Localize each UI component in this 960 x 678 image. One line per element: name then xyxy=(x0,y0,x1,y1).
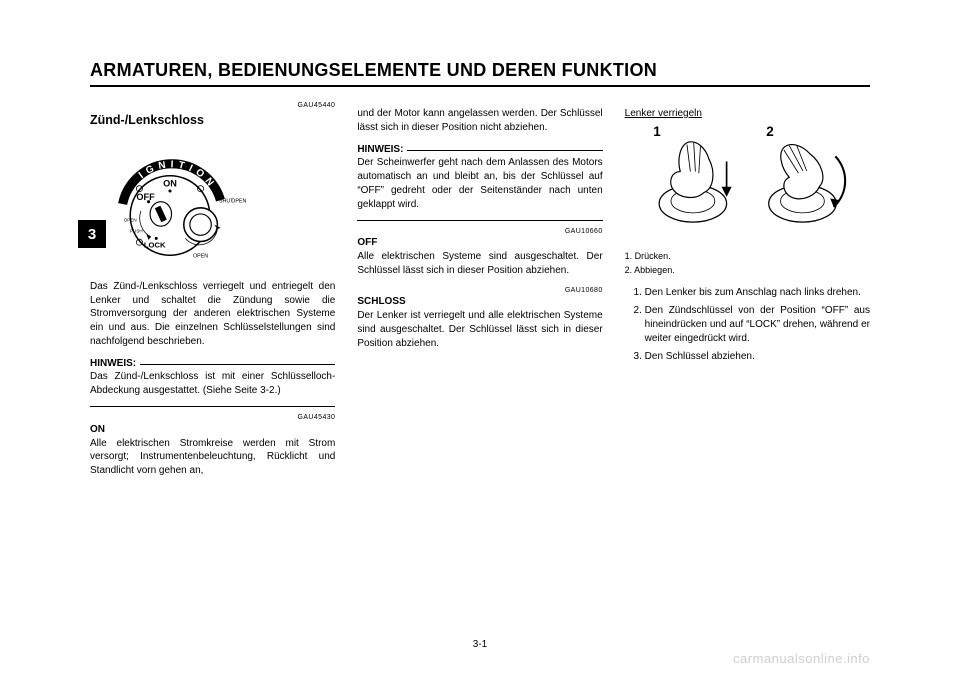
fig-caption-1: 1. Drücken. xyxy=(625,250,870,262)
fig-label-1: 1 xyxy=(653,124,661,139)
label-on: ON xyxy=(163,178,177,188)
on-label: ON xyxy=(90,423,335,437)
label-off: OFF xyxy=(136,192,155,202)
hinweis-heading: HINWEIS: xyxy=(357,143,602,157)
column-1: GAU45440 Zünd-/Lenkschloss IGNITION xyxy=(90,101,335,486)
intro-paragraph: Das Zünd-/Lenkschloss verriegelt und ent… xyxy=(90,280,335,349)
schloss-text: Der Lenker ist verriegelt und alle elekt… xyxy=(357,309,602,350)
step-1: Den Lenker bis zum Anschlag nach links d… xyxy=(645,286,870,300)
hinweis-label: HINWEIS: xyxy=(90,357,136,371)
off-label: OFF xyxy=(357,236,602,250)
off-text: Alle elektrischen Systeme sind ausgescha… xyxy=(357,250,602,278)
page-number: 3-1 xyxy=(473,639,487,650)
lock-diagram: 1 2 xyxy=(625,121,870,239)
hinweis-rule xyxy=(407,150,602,151)
ignition-diagram: IGNITION SHUT OPEN OPEN ON OFF OPEN xyxy=(90,139,250,269)
label-open-r: OPEN xyxy=(231,198,246,204)
fig-title: Lenker verriegeln xyxy=(625,107,870,121)
section-title: Zünd-/Lenkschloss xyxy=(90,112,335,129)
hinweis-rule xyxy=(140,364,335,365)
fig-label-2: 2 xyxy=(766,124,774,139)
hinweis-text: Das Zünd-/Lenkschloss ist mit einer Schl… xyxy=(90,370,335,398)
page-header: ARMATUREN, BEDIENUNGSELEMENTE UND DEREN … xyxy=(90,60,870,87)
ref-code: GAU10660 xyxy=(357,227,602,237)
label-open-b: OPEN xyxy=(193,253,208,259)
on-continuation: und der Motor kann angelassen werden. De… xyxy=(357,107,602,135)
chapter-number: 3 xyxy=(88,226,96,243)
content-columns: GAU45440 Zünd-/Lenkschloss IGNITION xyxy=(90,101,870,486)
column-3: Lenker verriegeln 1 2 xyxy=(625,101,870,486)
chapter-tab: 3 xyxy=(78,220,106,248)
schloss-label: SCHLOSS xyxy=(357,295,602,309)
fig-caption-2: 2. Abbiegen. xyxy=(625,264,870,276)
watermark: carmanualsonline.info xyxy=(733,651,870,666)
ref-code: GAU45430 xyxy=(90,413,335,423)
ref-code: GAU10680 xyxy=(357,286,602,296)
page: 3 ARMATUREN, BEDIENUNGSELEMENTE UND DERE… xyxy=(0,0,960,678)
label-push: PUSH xyxy=(130,228,143,233)
divider xyxy=(357,220,602,221)
ref-code: GAU45440 xyxy=(90,101,335,111)
step-3: Den Schlüssel abziehen. xyxy=(645,350,870,364)
column-2: und der Motor kann angelassen werden. De… xyxy=(357,101,602,486)
label-open-l: OPEN xyxy=(124,217,137,222)
hinweis-text: Der Scheinwerfer geht nach dem Anlassen … xyxy=(357,156,602,211)
step-2: Den Zündschlüssel von der Position “OFF”… xyxy=(645,304,870,345)
steps-list: Den Lenker bis zum Anschlag nach links d… xyxy=(625,286,870,363)
label-lock: LOCK xyxy=(144,240,166,249)
divider xyxy=(90,406,335,407)
on-text: Alle elektrischen Stromkreise werden mit… xyxy=(90,437,335,478)
hinweis-heading: HINWEIS: xyxy=(90,357,335,371)
hinweis-label: HINWEIS: xyxy=(357,143,403,157)
